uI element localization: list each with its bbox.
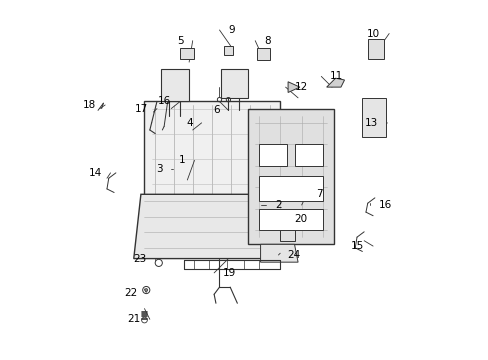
Text: 11: 11 (329, 71, 343, 81)
Polygon shape (144, 102, 280, 223)
Text: 1: 1 (179, 156, 185, 165)
Text: 2: 2 (274, 200, 281, 210)
Polygon shape (362, 98, 385, 137)
Text: 15: 15 (350, 241, 364, 251)
Text: 14: 14 (88, 168, 102, 178)
Text: 6: 6 (212, 105, 219, 115)
Text: 12: 12 (294, 82, 307, 92)
Text: 22: 22 (124, 288, 137, 297)
Text: 16: 16 (158, 96, 171, 107)
Polygon shape (180, 48, 194, 59)
Polygon shape (224, 46, 233, 55)
Text: 23: 23 (133, 253, 146, 264)
Text: 20: 20 (294, 214, 307, 224)
Polygon shape (258, 176, 323, 202)
Text: 24: 24 (287, 250, 300, 260)
Text: 17: 17 (135, 104, 148, 113)
Polygon shape (280, 219, 294, 241)
Polygon shape (258, 144, 287, 166)
Text: 19: 19 (223, 268, 236, 278)
Polygon shape (247, 109, 333, 244)
Polygon shape (326, 78, 344, 87)
Polygon shape (134, 194, 276, 258)
Text: 5: 5 (177, 36, 183, 46)
Text: 10: 10 (366, 28, 380, 39)
Text: 7: 7 (315, 189, 322, 199)
Polygon shape (367, 39, 383, 59)
Text: 4: 4 (186, 118, 192, 128)
Circle shape (144, 289, 147, 292)
Polygon shape (221, 69, 247, 98)
Polygon shape (294, 144, 323, 166)
Text: 9: 9 (228, 25, 235, 35)
Text: 3: 3 (155, 164, 162, 174)
Text: 16: 16 (378, 200, 391, 210)
Polygon shape (257, 48, 270, 60)
Polygon shape (258, 208, 323, 230)
Polygon shape (160, 69, 189, 102)
Text: 21: 21 (127, 314, 141, 324)
Text: 13: 13 (365, 118, 378, 128)
Polygon shape (287, 82, 299, 93)
Polygon shape (260, 244, 298, 262)
Text: 8: 8 (264, 36, 270, 46)
Text: 18: 18 (83, 100, 96, 110)
